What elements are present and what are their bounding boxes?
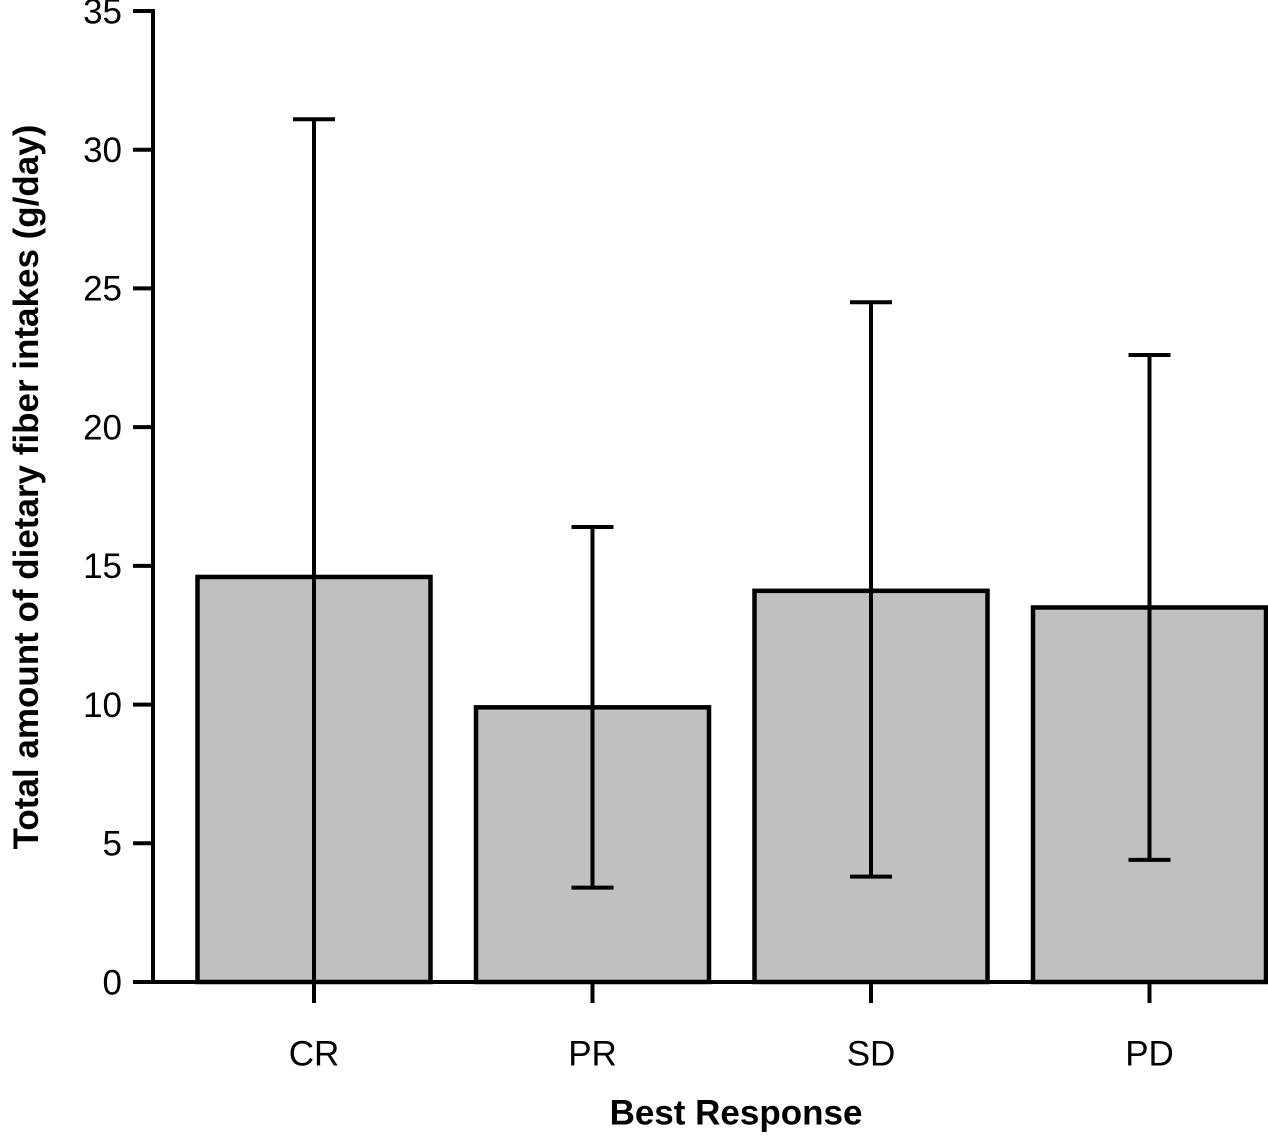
- y-tick-label: 0: [103, 963, 122, 1002]
- y-tick-label: 35: [83, 0, 122, 31]
- y-tick-label: 20: [83, 408, 122, 447]
- y-tick-label: 25: [83, 270, 122, 309]
- y-tick-label: 10: [83, 686, 122, 725]
- x-category-label-pd: PD: [1125, 1034, 1174, 1073]
- x-category-label-sd: SD: [847, 1034, 896, 1073]
- y-tick-label: 15: [83, 547, 122, 586]
- x-axis-title: Best Response: [610, 1093, 863, 1132]
- x-category-label-cr: CR: [289, 1034, 340, 1073]
- y-tick-label: 5: [103, 825, 122, 864]
- x-category-label-pr: PR: [568, 1034, 617, 1073]
- y-axis-title: Total amount of dietary fiber intakes (g…: [7, 125, 46, 850]
- y-tick-label: 30: [83, 131, 122, 170]
- chart-plot-area: 0 5 10 15 20 25 30 35 CR PR SD PD: [83, 0, 1268, 1073]
